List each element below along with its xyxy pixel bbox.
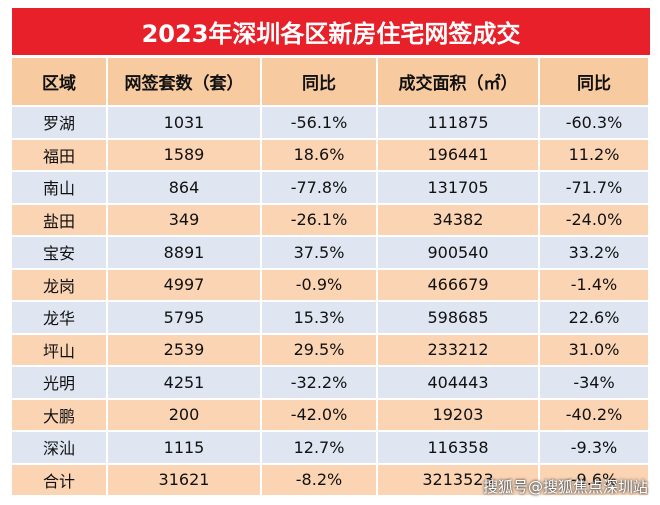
column-header: 同比 [540,58,650,105]
cell: 31621 [108,464,262,495]
column-header: 同比 [262,58,378,105]
cell: -24.0% [540,204,650,235]
cell: 200 [108,399,262,430]
cell: 34382 [378,204,540,235]
cell: 233212 [378,334,540,365]
cell: 19203 [378,399,540,430]
cell: 349 [108,204,262,235]
cell: 18.6% [262,139,378,170]
cell: 111875 [378,107,540,138]
cell: 2539 [108,334,262,365]
cell: 15.3% [262,302,378,333]
cell: -26.1% [262,204,378,235]
cell: 196441 [378,139,540,170]
cell: 29.5% [262,334,378,365]
table-card: 2023年深圳各区新房住宅网签成交 区域 网签套数（套） 同比 成交面积（㎡） 同比 罗湖… [12,8,650,495]
cell: 盐田 [12,204,108,235]
cell: 33.2% [540,237,650,268]
cell: 116358 [378,432,540,463]
cell: 4251 [108,367,262,398]
cell: -56.1% [262,107,378,138]
cell: -32.2% [262,367,378,398]
cell: 131705 [378,172,540,203]
cell: -1.4% [540,269,650,300]
cell: -77.8% [262,172,378,203]
watermark: 搜狐号@搜狐焦点深圳站 [482,478,648,496]
cell: -8.2% [262,464,378,495]
column-header: 网签套数（套） [108,58,262,105]
column-header: 成交面积（㎡） [378,58,540,105]
cell: -42.0% [262,399,378,430]
cell: 1589 [108,139,262,170]
cell: 8891 [108,237,262,268]
cell: 深汕 [12,432,108,463]
cell: -0.9% [262,269,378,300]
cell: 864 [108,172,262,203]
cell: -71.7% [540,172,650,203]
cell: 1031 [108,107,262,138]
cell: 龙华 [12,302,108,333]
cell: 宝安 [12,237,108,268]
cell: -9.6% [540,464,650,495]
cell: 大鹏 [12,399,108,430]
cell: 南山 [12,172,108,203]
cell: 598685 [378,302,540,333]
cell: 4997 [108,269,262,300]
column-header: 区域 [12,58,108,105]
cell: -40.2% [540,399,650,430]
cell: 福田 [12,139,108,170]
cell: 466679 [378,269,540,300]
cell: 5795 [108,302,262,333]
cell: 合计 [12,464,108,495]
cell: -60.3% [540,107,650,138]
cell: 404443 [378,367,540,398]
title: 2023年深圳各区新房住宅网签成交 [12,8,650,55]
cell: -34% [540,367,650,398]
cell: 坪山 [12,334,108,365]
cell: 22.6% [540,302,650,333]
cell: 龙岗 [12,269,108,300]
cell: 罗湖 [12,107,108,138]
cell: 光明 [12,367,108,398]
cell: 31.0% [540,334,650,365]
cell: 12.7% [262,432,378,463]
cell: -9.3% [540,432,650,463]
cell: 900540 [378,237,540,268]
cell: 3213523 [378,464,540,495]
cell: 1115 [108,432,262,463]
table: 区域 网签套数（套） 同比 成交面积（㎡） 同比 罗湖 1031 -56.1% 111875 -6… [12,58,650,495]
cell: 37.5% [262,237,378,268]
cell: 11.2% [540,139,650,170]
